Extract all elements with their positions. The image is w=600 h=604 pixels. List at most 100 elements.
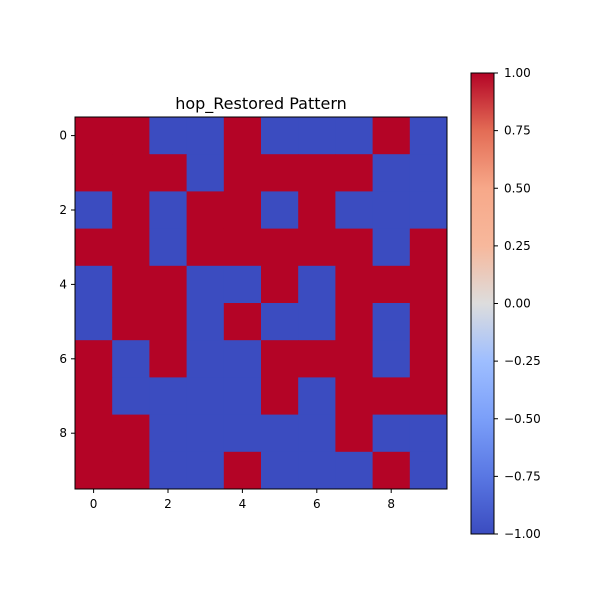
heatmap-cell	[372, 303, 411, 341]
heatmap-cell	[75, 117, 113, 155]
heatmap-cell	[372, 414, 411, 453]
y-tick-label: 2	[59, 203, 67, 217]
y-axis: 0 2 4 6 8	[59, 129, 75, 440]
heatmap-cell	[149, 191, 187, 229]
colorbar-tick-label: 0.00	[504, 297, 531, 311]
heatmap-cell	[186, 117, 225, 155]
heatmap-cell	[261, 377, 299, 415]
colorbar-tick-label: −0.75	[504, 469, 541, 483]
colorbar-tick-label: 0.50	[504, 181, 531, 195]
heatmap-cell	[75, 377, 113, 415]
heatmap-cell	[223, 303, 262, 341]
heatmap-cell	[186, 451, 225, 490]
heatmap-cell	[149, 414, 187, 453]
x-tick-label: 2	[164, 497, 172, 511]
heatmap-cell	[223, 377, 262, 415]
y-tick-label: 8	[59, 426, 67, 440]
heatmap-cell	[298, 451, 336, 490]
heatmap-cell	[186, 154, 225, 192]
heatmap-cell	[223, 191, 262, 229]
heatmap-cell	[335, 340, 373, 378]
colorbar-axis: 1.00 0.75 0.50 0.25 0.00 −0.25 −0.50 −0.75 −1.00	[494, 66, 541, 541]
heatmap-cell	[298, 303, 336, 341]
heatmap-cell	[186, 228, 225, 267]
heatmap-cell	[261, 191, 299, 229]
heatmap-cell	[75, 265, 113, 304]
heatmap-cell	[261, 228, 299, 267]
heatmap-cell	[149, 451, 187, 490]
heatmap-cell	[372, 191, 411, 229]
heatmap-cell	[298, 117, 336, 155]
colorbar-tick-label: 0.75	[504, 124, 531, 138]
heatmap-cell	[112, 451, 150, 490]
heatmap-cell	[335, 265, 373, 304]
heatmap-cell	[186, 265, 225, 304]
heatmap-cell	[75, 340, 113, 378]
heatmap-cell	[409, 265, 448, 304]
heatmap-cell	[75, 154, 113, 192]
heatmap-cell	[298, 154, 336, 192]
heatmap-cell	[223, 265, 262, 304]
heatmap-cell	[186, 191, 225, 229]
heatmap-cell	[112, 154, 150, 192]
y-tick-label: 4	[59, 277, 67, 291]
heatmap-cell	[149, 377, 187, 415]
heatmap-cell	[335, 191, 373, 229]
heatmap-cell	[186, 340, 225, 378]
heatmap-cell	[298, 340, 336, 378]
heatmap-cell	[261, 414, 299, 453]
heatmap-cell	[372, 154, 411, 192]
heatmap-cell	[223, 340, 262, 378]
heatmap-cell	[261, 117, 299, 155]
heatmap-cell	[372, 340, 411, 378]
heatmap-cell	[335, 228, 373, 267]
colorbar-tick-label: −0.50	[504, 412, 541, 426]
heatmap-cell	[112, 117, 150, 155]
y-tick-label: 0	[59, 129, 67, 143]
heatmap-cell	[112, 228, 150, 267]
heatmap-cell	[149, 340, 187, 378]
heatmap-cell	[409, 340, 448, 378]
heatmap-cell	[298, 414, 336, 453]
heatmap-cell	[149, 228, 187, 267]
colorbar	[470, 72, 495, 535]
heatmap-cell	[186, 303, 225, 341]
heatmap-cell	[75, 228, 113, 267]
x-tick-label: 0	[90, 497, 98, 511]
heatmap-cell	[409, 451, 448, 490]
heatmap-cell	[149, 303, 187, 341]
plot-frame	[74, 116, 448, 490]
heatmap-cell	[372, 451, 411, 490]
heatmap-cell	[149, 117, 187, 155]
colorbar-tick-label: 0.25	[504, 239, 531, 253]
heatmap-cell	[261, 303, 299, 341]
heatmap-cell	[372, 228, 411, 267]
colorbar-tick-label: 1.00	[504, 66, 531, 80]
heatmap-cell	[335, 451, 373, 490]
heatmap-cell	[186, 377, 225, 415]
heatmap-cell	[409, 228, 448, 267]
heatmap-cell	[186, 414, 225, 453]
heatmap-cell	[372, 117, 411, 155]
heatmap-cell	[298, 191, 336, 229]
heatmap-cell	[112, 340, 150, 378]
heatmap-cell	[261, 340, 299, 378]
heatmap-cell	[149, 154, 187, 192]
heatmap-cell	[335, 377, 373, 415]
heatmap-cell	[261, 154, 299, 192]
heatmap-cell	[409, 191, 448, 229]
heatmap-cell	[335, 303, 373, 341]
heatmap-cell	[409, 377, 448, 415]
heatmap-cell	[223, 154, 262, 192]
heatmap-cell	[335, 117, 373, 155]
heatmap-cell	[298, 228, 336, 267]
heatmap-cell	[223, 228, 262, 267]
heatmap-cell	[75, 414, 113, 453]
heatmap-cell	[223, 414, 262, 453]
heatmap-cell	[372, 265, 411, 304]
heatmap-cell	[261, 265, 299, 304]
heatmap-cell	[335, 414, 373, 453]
heatmap-cell	[409, 303, 448, 341]
heatmap-cell	[75, 451, 113, 490]
